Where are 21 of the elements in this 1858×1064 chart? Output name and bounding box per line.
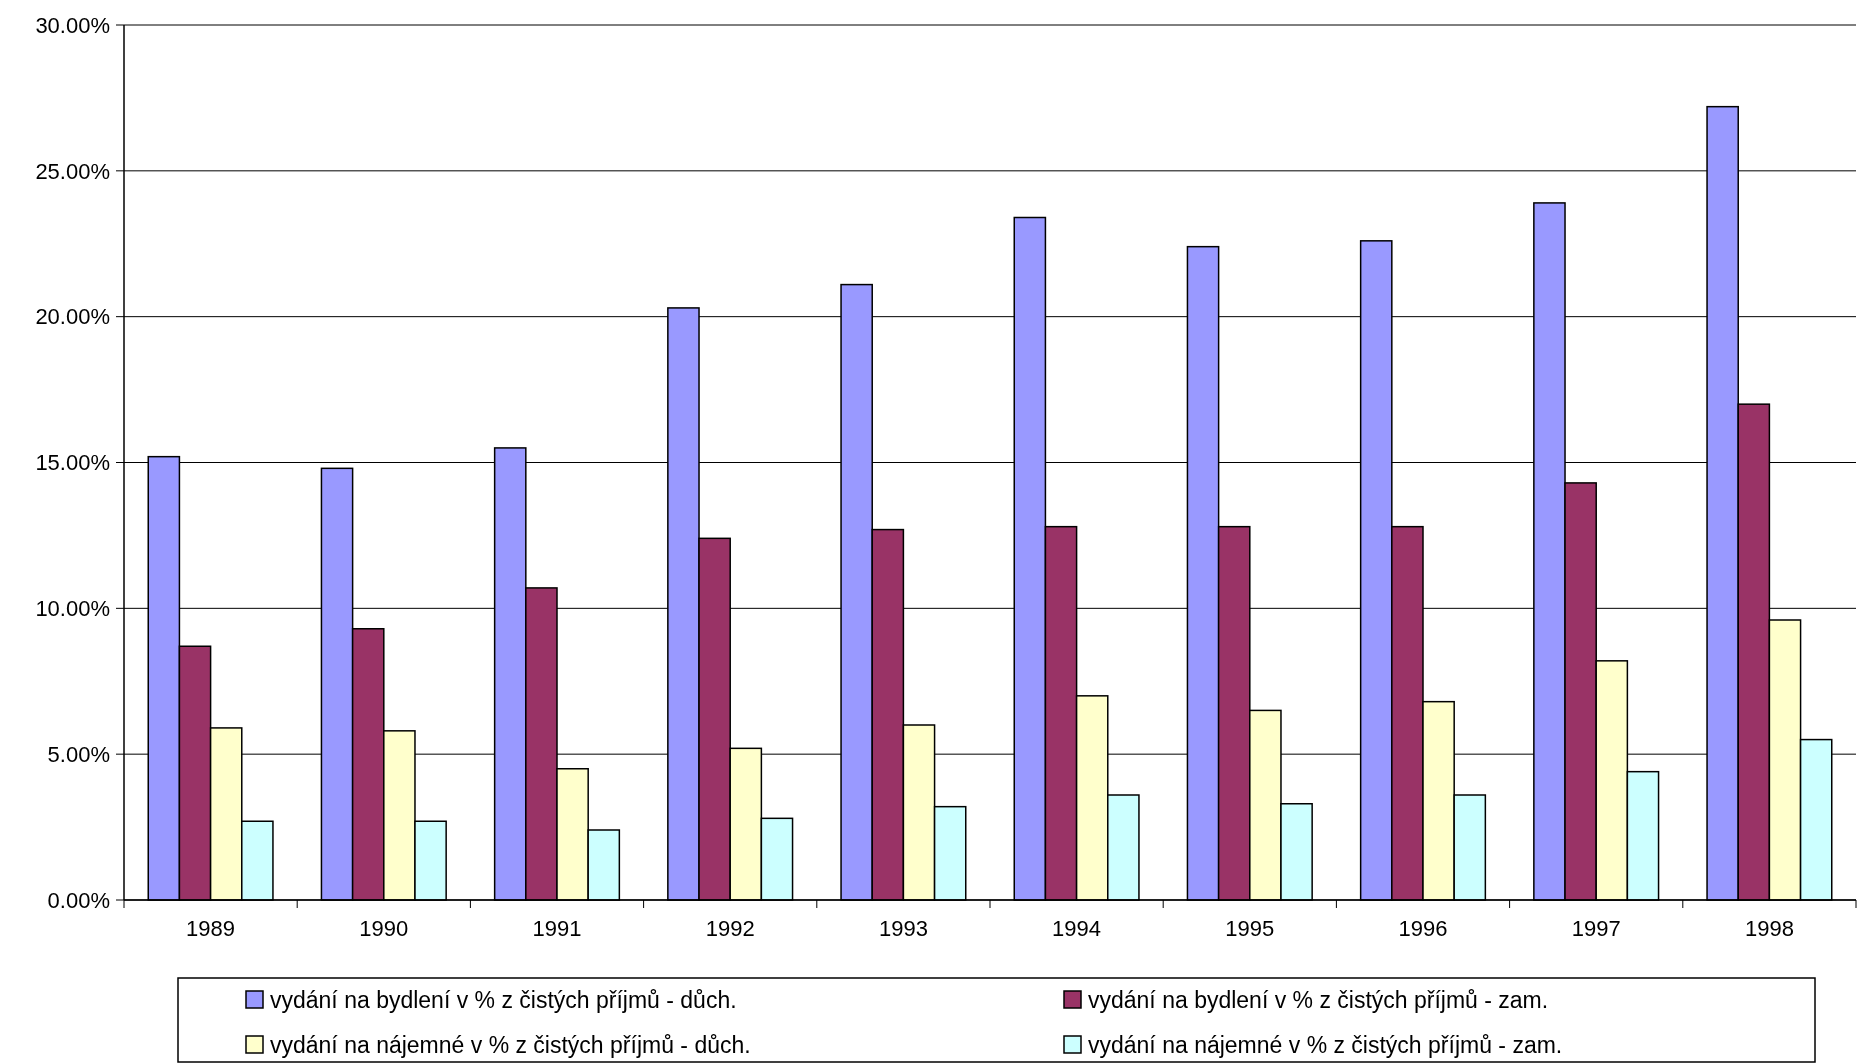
x-tick-label: 1998	[1744, 916, 1794, 941]
y-tick-label: 30.00%	[35, 12, 110, 38]
x-tick-label: 1992	[705, 916, 755, 941]
x-tick-label: 1990	[359, 916, 409, 941]
x-tick-label: 1994	[1052, 916, 1102, 941]
y-tick-label: 15.00%	[35, 450, 110, 476]
x-tick-label: 1989	[186, 916, 236, 941]
x-tick-label: 1993	[878, 916, 928, 941]
legend-label: vydání na bydlení v % z čistých příjmů - důch.	[270, 987, 737, 1014]
y-tick-label: 25.00%	[35, 158, 110, 184]
x-tick-label: 1991	[532, 916, 582, 941]
legend-label: vydání na nájemné v % z čistých příjmů - zam.	[1088, 1032, 1563, 1059]
y-tick-label: 10.00%	[35, 596, 110, 622]
x-tick-label: 1996	[1398, 916, 1448, 941]
legend-label: vydání na bydlení v % z čistých příjmů - zam.	[1088, 987, 1549, 1014]
x-tick-label: 1995	[1225, 916, 1275, 941]
y-tick-label: 0.00%	[47, 887, 110, 913]
legend-label: vydání na nájemné v % z čistých příjmů - důch.	[270, 1032, 751, 1059]
x-tick-label: 1997	[1571, 916, 1621, 941]
y-tick-label: 20.00%	[35, 304, 110, 330]
y-tick-label: 5.00%	[47, 741, 110, 767]
